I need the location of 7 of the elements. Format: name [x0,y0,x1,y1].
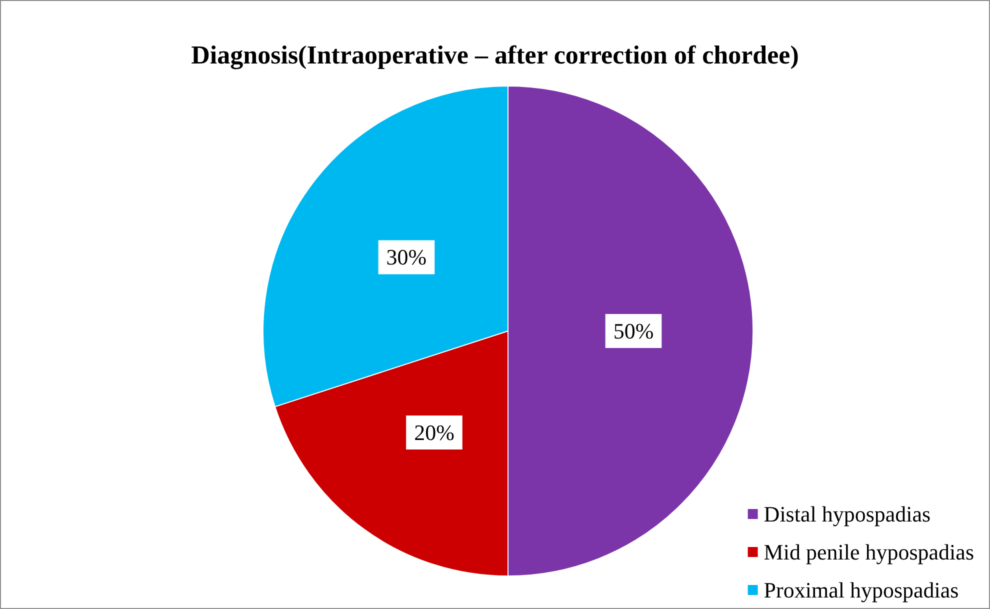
legend-label: Proximal hypospadias [764,578,959,602]
data-label: 30% [386,244,427,270]
data-label: 50% [613,318,654,344]
legend-label: Mid penile hypospadias [764,540,974,564]
legend-label: Distal hypospadias [764,502,931,526]
chart-title: Diagnosis(Intraoperative – after correction of chordee) [191,40,799,70]
data-label: 20% [414,420,454,446]
